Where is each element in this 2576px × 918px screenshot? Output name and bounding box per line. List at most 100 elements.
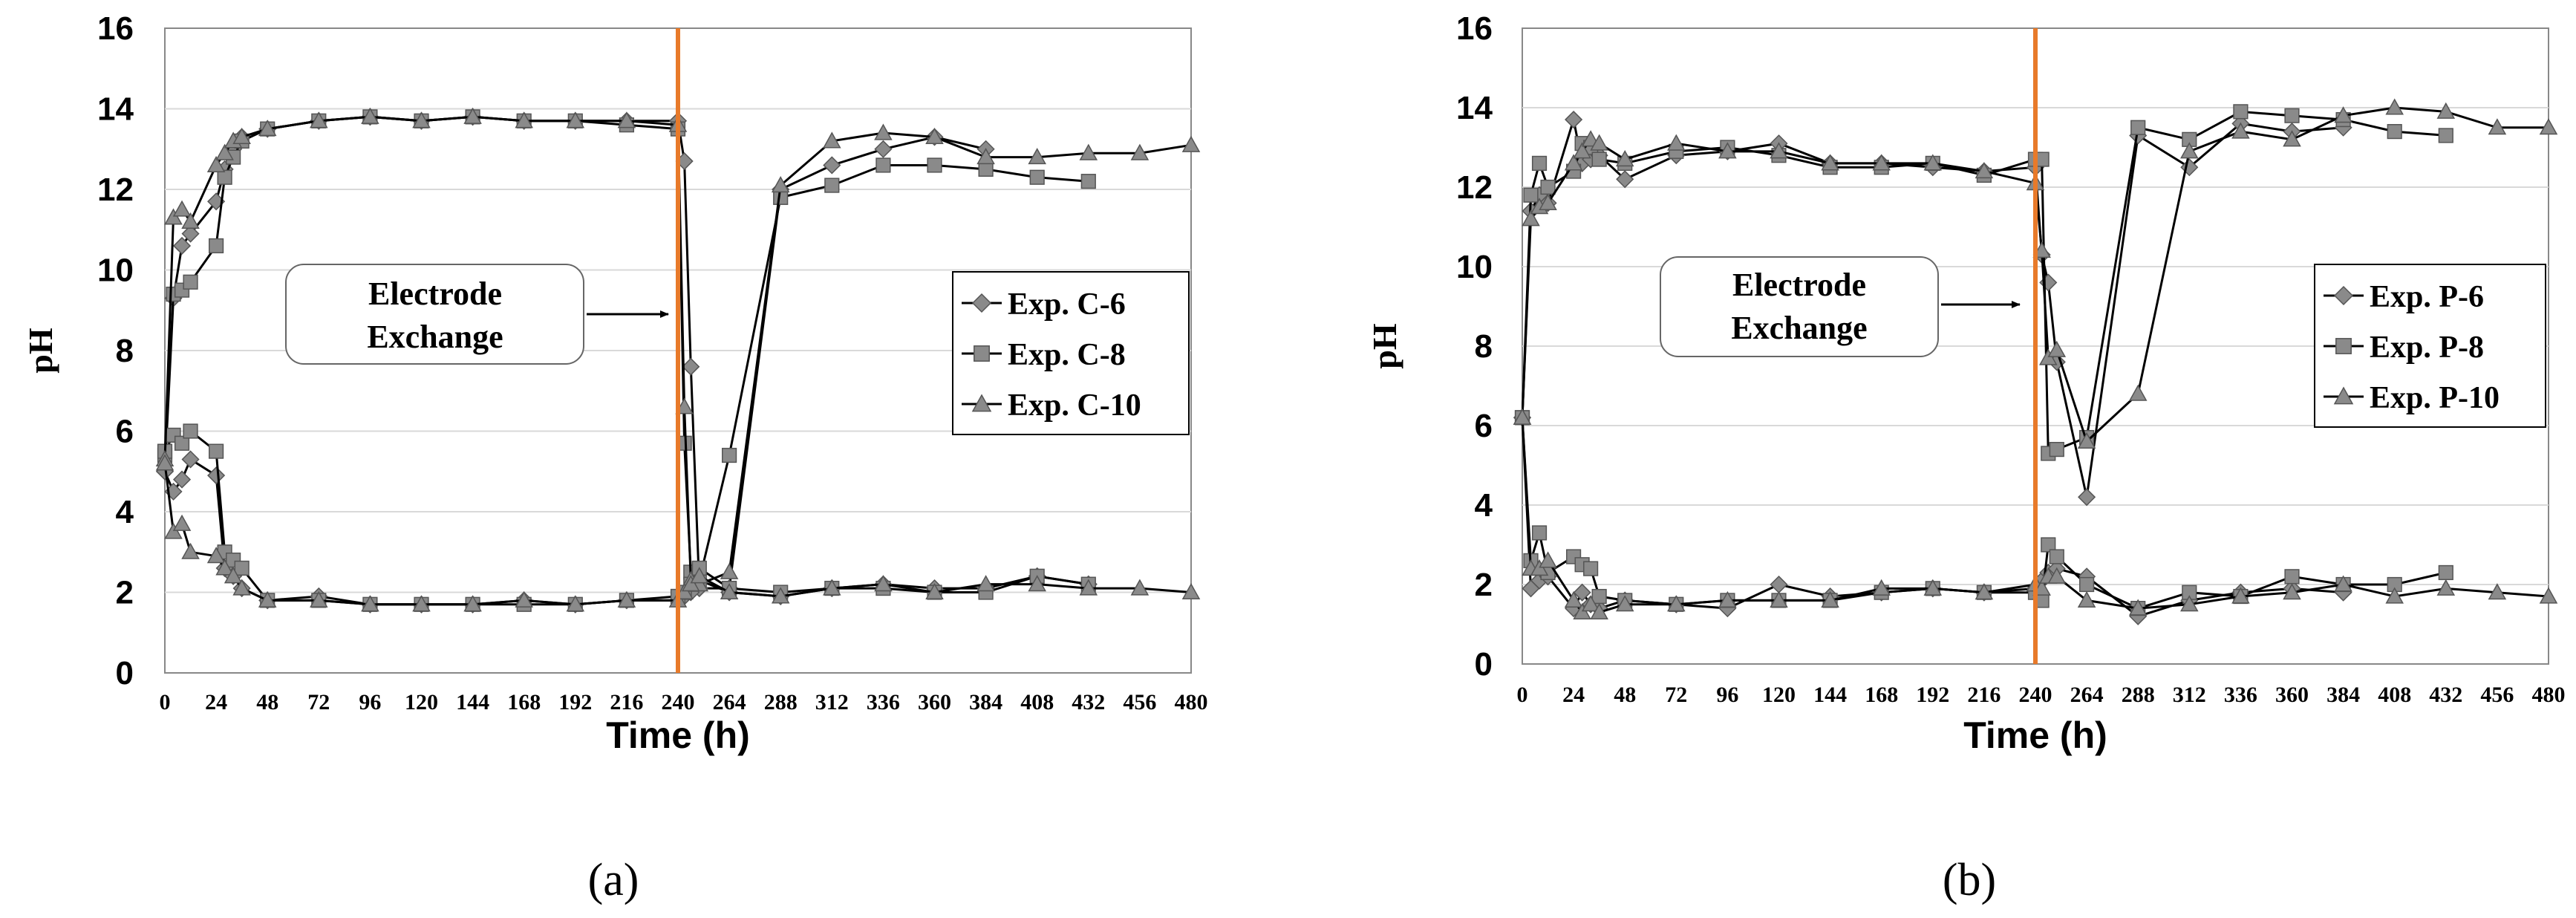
- data-point-0-0-8: [1616, 170, 1634, 189]
- data-point-2-0-11: [1770, 142, 1788, 159]
- data-point-2-1-0: [1513, 408, 1532, 425]
- data-point-0-0-3: [181, 224, 200, 243]
- legend-marker-0: [2333, 285, 2354, 306]
- series-exp-p-10: [1513, 98, 2558, 619]
- data-point-2-0-28: [1130, 143, 1150, 160]
- legend-label-1: Exp. C-8: [1008, 338, 1126, 372]
- x-tick-label-96: 96: [359, 690, 381, 714]
- data-point-2-1-5: [215, 559, 234, 576]
- data-point-2-0-5: [1573, 142, 1591, 159]
- data-point-2-0-12: [463, 107, 482, 124]
- y-tick-labels-a: 0 2 4 6 8 10 12 14 16: [97, 10, 134, 691]
- data-point-1-1-19: [2049, 549, 2064, 564]
- data-point-2-1-1: [164, 522, 183, 539]
- data-point-1-0-4: [209, 238, 224, 254]
- data-point-2-0-17: [2032, 241, 2051, 258]
- y-tick-labels-b: 0 2 4 6 8 10 12 14 16: [1456, 10, 1493, 683]
- x-tick-label-240: 240: [662, 690, 695, 714]
- data-point-2-0-8: [258, 120, 277, 137]
- data-point-1-0-1: [1523, 187, 1539, 203]
- data-point-2-1-12: [463, 595, 482, 612]
- chart-panel-b: 0 24 48 72 96 120 144 168 192 216 240 264 288 312 336 3…: [1366, 10, 2566, 756]
- data-point-1-0-20: [722, 447, 737, 463]
- annotation-box-a: [285, 264, 584, 365]
- data-point-2-1-26: [1028, 575, 1046, 592]
- y-tick-label-2: 2: [1475, 567, 1493, 603]
- y-tick-label-14: 14: [1456, 90, 1493, 126]
- data-point-2-0-7: [1590, 134, 1608, 151]
- legend-marker-2: [2333, 386, 2354, 405]
- data-point-2-0-21: [2128, 384, 2148, 401]
- data-point-2-1-22: [2180, 595, 2199, 612]
- data-point-2-0-19: [2047, 340, 2067, 357]
- data-point-2-1-13: [1872, 579, 1891, 596]
- data-point-2-1-25: [2334, 575, 2352, 592]
- annotation-line1-b: Electrode: [1732, 267, 1866, 303]
- data-point-1-0-23: [2233, 104, 2249, 120]
- data-point-1-1-4: [209, 443, 224, 459]
- data-point-2-0-5: [215, 143, 234, 160]
- data-point-0-1-5: [1573, 583, 1591, 602]
- x-tick-label-168: 168: [507, 690, 541, 714]
- data-point-2-0-26: [1028, 148, 1046, 165]
- data-point-2-0-20: [2077, 432, 2096, 449]
- data-point-2-0-13: [1872, 154, 1891, 171]
- y-tick-label-12: 12: [97, 172, 134, 208]
- data-point-2-1-9: [310, 590, 328, 608]
- data-point-2-0-25: [976, 148, 995, 165]
- legend-label-1: Exp. P-8: [2370, 331, 2484, 365]
- x-tick-label-288: 288: [2122, 683, 2155, 707]
- data-point-2-1-14: [1923, 579, 1943, 596]
- data-point-2-1-2: [172, 514, 192, 531]
- data-point-2-0-27: [2436, 102, 2456, 119]
- x-tick-labels-a: 0 24 48 72 96 120 144 168 192 216 240 264 288 312 336 3…: [160, 690, 1208, 714]
- data-point-0-1-3: [181, 450, 200, 469]
- y-tick-label-10: 10: [1456, 249, 1493, 285]
- data-point-1-1-18: [2041, 537, 2056, 553]
- data-point-2-0-4: [1564, 154, 1583, 171]
- y-tick-label-0: 0: [1475, 646, 1493, 683]
- legend-marker-1: [974, 345, 990, 362]
- data-point-2-1-11: [412, 595, 431, 612]
- data-point-2-1-24: [2283, 583, 2301, 600]
- data-point-2-1-17: [675, 582, 694, 600]
- y-tick-label-4: 4: [116, 494, 134, 530]
- x-tick-label-336: 336: [867, 690, 900, 714]
- data-point-2-0-28: [2488, 118, 2507, 135]
- data-point-2-0-7: [232, 127, 251, 145]
- data-point-0-0-23: [874, 140, 893, 158]
- data-point-2-0-23: [2231, 122, 2250, 139]
- y-tick-label-14: 14: [97, 91, 134, 128]
- data-point-2-0-1: [1522, 209, 1540, 227]
- legend-label-2: Exp. C-10: [1008, 388, 1141, 423]
- x-tick-label-0: 0: [160, 690, 171, 714]
- x-tick-label-384: 384: [2326, 683, 2360, 707]
- x-tick-label-192: 192: [1916, 683, 1949, 707]
- legend-label-0: Exp. C-6: [1008, 287, 1126, 322]
- data-point-2-1-2: [1530, 559, 1549, 576]
- x-tick-label-72: 72: [1665, 683, 1687, 707]
- data-point-1-1-7: [234, 560, 250, 576]
- data-point-2-1-4: [1564, 590, 1583, 608]
- x-tick-label-96: 96: [1716, 683, 1738, 707]
- data-point-1-1-7: [1591, 588, 1607, 605]
- data-point-2-0-24: [2283, 130, 2301, 147]
- data-point-1-0-7: [1591, 152, 1607, 167]
- data-point-1-0-27: [2438, 128, 2453, 143]
- data-point-2-0-2: [172, 200, 192, 217]
- data-point-1-0-23: [875, 157, 891, 173]
- data-point-1-0-24: [2284, 108, 2300, 123]
- data-point-2-1-19: [2047, 567, 2067, 584]
- series-line-1-1: [163, 429, 1089, 606]
- y-tick-label-0: 0: [116, 655, 134, 691]
- data-point-2-1-15: [617, 590, 636, 608]
- data-point-1-0-3: [1540, 179, 1556, 195]
- y-tick-label-6: 6: [116, 414, 134, 450]
- data-point-2-0-18: [2039, 348, 2058, 365]
- data-point-2-0-15: [1975, 162, 1994, 179]
- data-point-1-1-27: [2438, 564, 2453, 581]
- x-tick-label-456: 456: [1123, 690, 1156, 714]
- data-point-1-1-2: [174, 435, 190, 451]
- annotation-box-b: [1660, 256, 1939, 357]
- data-point-1-0-19: [2049, 442, 2064, 458]
